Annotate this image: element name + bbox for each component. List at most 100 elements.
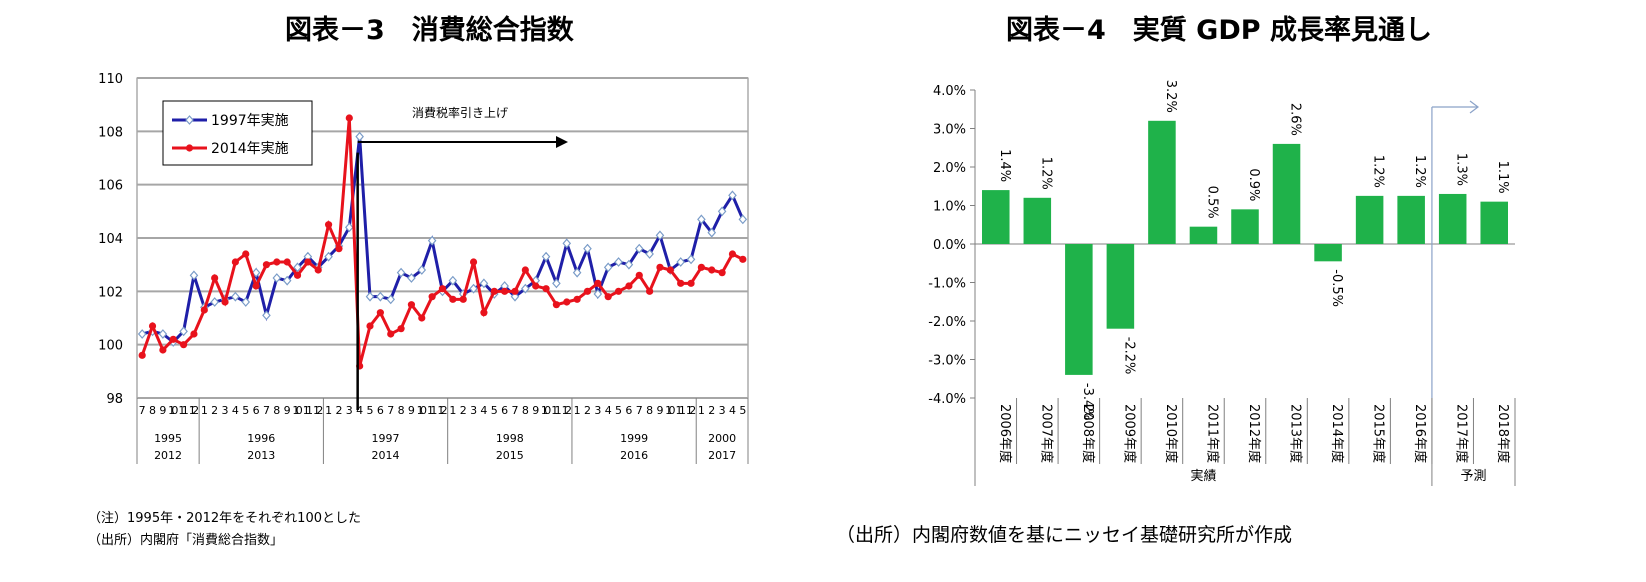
category-label-2012年度: 2012年度 (1246, 404, 1262, 463)
y-tick-label: 4.0% (933, 84, 966, 99)
bar-2009年度 (1106, 244, 1135, 329)
data-point-2014 (511, 287, 519, 295)
group-label: 実績 (1190, 468, 1216, 484)
data-point-2014 (459, 295, 467, 303)
x-month-label: 4 (356, 404, 363, 417)
data-point-2014 (480, 309, 488, 317)
left-chart-source: （出所）内閣府「消費総合指数」 (88, 533, 284, 548)
group-label: 予測 (1460, 469, 1486, 484)
x-month-label: 12 (562, 404, 572, 417)
x-month-label: 1 (698, 404, 705, 417)
data-point-2014 (490, 287, 498, 295)
x-month-label: 6 (501, 404, 508, 417)
data-point-2014 (180, 341, 188, 349)
data-point-2014 (304, 258, 312, 266)
data-label: 1.2% (1412, 155, 1427, 188)
data-point-2014 (635, 271, 643, 279)
data-point-1997 (634, 243, 644, 254)
x-month-label: 2 (335, 404, 342, 417)
data-point-1997 (376, 291, 385, 302)
bar-2007年度 (1023, 197, 1052, 244)
data-point-2014 (666, 266, 674, 274)
x-month-label: 2 (584, 404, 591, 417)
data-point-1997 (365, 291, 375, 302)
y-tick-label: 110 (98, 72, 123, 87)
x-month-label: 3 (470, 404, 477, 417)
x-month-label: 5 (739, 404, 746, 417)
data-point-1997 (137, 329, 147, 339)
data-point-2014 (138, 351, 146, 359)
data-point-1997 (210, 297, 219, 307)
x-month-label: 2 (708, 404, 715, 417)
data-point-1997 (158, 329, 168, 339)
data-label: 3.2% (1163, 80, 1178, 113)
category-label-2008年度: 2008年度 (1080, 404, 1096, 463)
x-month-label: 9 (532, 404, 539, 417)
x-month-label: 1 (201, 404, 208, 417)
data-point-1997 (676, 257, 685, 267)
x-month-label: 5 (491, 404, 498, 417)
bar-2018年度 (1480, 201, 1508, 244)
x-month-label: 6 (377, 404, 384, 417)
data-point-1997 (282, 275, 292, 286)
year-label-bottom: 2013 (247, 449, 275, 462)
category-label-2007年度: 2007年度 (1038, 404, 1054, 463)
y-tick-label: 102 (98, 285, 123, 300)
year-label-top: 2000 (708, 432, 736, 445)
year-label-top: 1999 (620, 432, 648, 445)
data-point-2014 (324, 221, 333, 229)
x-month-label: 8 (398, 404, 405, 417)
data-point-2014 (231, 258, 239, 266)
x-month-label: 4 (232, 404, 239, 417)
data-point-1997 (293, 262, 302, 273)
data-point-2014 (718, 269, 726, 277)
data-point-2014 (407, 301, 416, 309)
data-point-1997 (562, 238, 572, 249)
x-month-label: 8 (522, 404, 529, 417)
left-chart-note: （注）1995年・2012年をそれぞれ100とした (88, 511, 361, 526)
data-point-2014 (449, 295, 457, 303)
x-month-label: 10 (292, 404, 302, 417)
data-point-2014 (739, 255, 747, 263)
data-point-1997 (344, 222, 354, 233)
data-point-1997 (717, 206, 727, 217)
data-point-2014 (573, 295, 581, 303)
data-label: 1.2% (1371, 155, 1386, 188)
data-label: 1.2% (1038, 157, 1053, 190)
x-month-label: 2 (211, 404, 218, 417)
category-label-2011年度: 2011年度 (1204, 404, 1220, 463)
data-point-1997 (697, 214, 706, 225)
legend-box (162, 100, 313, 166)
category-label-2017年度: 2017年度 (1454, 404, 1470, 463)
x-month-label: 7 (387, 404, 394, 417)
data-point-2014 (708, 266, 716, 274)
gdp-growth-chart: 4.0% 3.0% 2.0% 1.0% 0.0% -1.0% -2.0% -3.0% -4.0%… (928, 80, 1516, 486)
data-point-1997 (510, 291, 520, 302)
x-month-label: 11 (551, 404, 561, 417)
data-point-2014 (728, 250, 737, 258)
category-label-2016年度: 2016年度 (1412, 404, 1428, 463)
x-month-label: 5 (615, 404, 622, 417)
year-label-bottom: 2012 (154, 449, 182, 462)
y-tick-label: 106 (98, 179, 123, 194)
category-label-2009年度: 2009年度 (1121, 404, 1137, 463)
year-label-top: 1995 (154, 432, 182, 445)
x-month-label: 10 (541, 404, 551, 417)
data-label: 2.6% (1288, 103, 1303, 136)
data-point-1997 (624, 259, 634, 270)
data-point-1997 (417, 265, 427, 275)
data-point-2014 (563, 298, 571, 306)
legend-marker-1997 (185, 115, 194, 125)
data-point-2014 (697, 263, 705, 271)
y-tick-label: 0.0% (933, 238, 966, 253)
data-point-2014 (418, 314, 426, 322)
data-point-2014 (387, 330, 395, 338)
x-month-label: 8 (149, 404, 156, 417)
y-tick-label: 98 (106, 392, 123, 407)
x-month-label: 3 (594, 404, 601, 417)
data-point-1997 (645, 249, 654, 259)
data-point-1997 (728, 190, 737, 201)
data-point-1997 (427, 235, 437, 246)
chart-title-gdp-outlook: 図表－4 実質 GDP 成長率見通し (1006, 15, 1432, 46)
